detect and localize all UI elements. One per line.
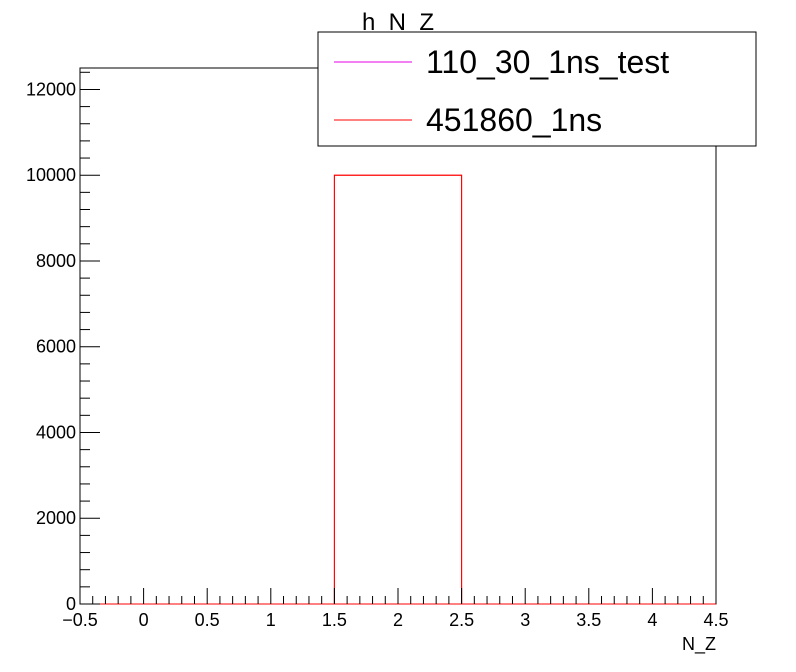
y-tick-label: 10000 — [26, 165, 76, 185]
legend: 110_30_1ns_test 451860_1ns — [317, 31, 757, 147]
y-tick-label: 0 — [66, 594, 76, 614]
plot-frame — [79, 67, 717, 605]
x-tick-label: 3.5 — [576, 610, 601, 630]
y-tick-label: 6000 — [36, 337, 76, 357]
legend-box — [317, 31, 757, 147]
x-tick-label: 0 — [139, 610, 149, 630]
x-tick-label: 4 — [647, 610, 657, 630]
y-tick-label: 4000 — [36, 422, 76, 442]
x-tick-label: 2 — [393, 610, 403, 630]
x-tick-label: 1 — [266, 610, 276, 630]
y-tick-label: 2000 — [36, 508, 76, 528]
series-line-1 — [80, 174, 716, 605]
y-tick-label: 8000 — [36, 251, 76, 271]
x-tick-label: 0.5 — [195, 610, 220, 630]
x-tick-label: 4.5 — [703, 610, 728, 630]
legend-label-0: 110_30_1ns_test — [426, 44, 669, 80]
x-tick-label: 3 — [520, 610, 530, 630]
x-tick-label: 2.5 — [449, 610, 474, 630]
x-tick-label: −0.5 — [62, 610, 98, 630]
legend-label-1: 451860_1ns — [426, 102, 602, 138]
histogram-bar — [333, 174, 463, 605]
y-tick-label: 12000 — [26, 79, 76, 99]
x-tick-label: 1.5 — [322, 610, 347, 630]
x-axis-title: N_Z — [682, 634, 716, 655]
